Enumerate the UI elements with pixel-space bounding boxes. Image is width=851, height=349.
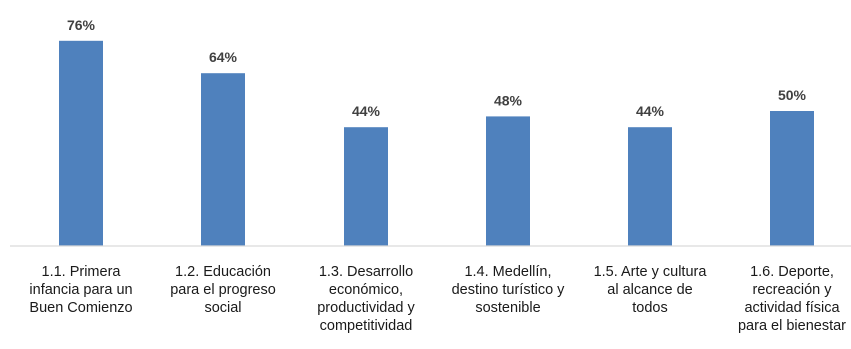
data-label: 50% [778,87,807,103]
category-tick-label: Buen Comienzo [29,300,132,316]
category-tick-label: para el bienestar [738,318,846,334]
category-tick-label: competitividad [320,318,413,334]
category-tick-label: 1.4. Medellín, [464,264,551,280]
category-tick-label: 1.2. Educación [175,264,271,280]
category-tick-label: destino turístico y [452,282,566,298]
data-label: 44% [352,103,381,119]
category-tick-label: sostenible [475,300,540,316]
category-tick-label: 1.3. Desarrollo [319,264,413,280]
category-tick-label: social [204,300,241,316]
category-tick-label: infancia para un [29,282,132,298]
bar [59,40,103,246]
bar [201,73,245,246]
category-tick-label: 1.5. Arte y cultura [594,264,708,280]
bars-group [59,40,814,247]
category-tick-label: todos [632,300,667,316]
bar [628,127,672,246]
data-label: 48% [494,92,523,108]
data-labels-group: 76% 64% 44% 48% 44% 50% [67,17,807,119]
bar [344,127,388,246]
bar [770,111,814,246]
data-label: 64% [209,49,238,65]
category-labels-group: 1.1. Primera infancia para un Buen Comienz… [29,264,846,334]
category-tick-label: al alcance de [607,282,692,298]
bar [486,116,530,247]
category-tick-label: económico, [329,282,403,298]
category-tick-label: para el progreso [170,282,276,298]
data-label: 44% [636,103,665,119]
category-tick-label: 1.1. Primera [42,264,122,280]
category-tick-label: productividad y [317,300,415,316]
category-tick-label: actividad física [744,300,840,316]
category-tick-label: 1.6. Deporte, [750,264,834,280]
data-label: 76% [67,17,96,33]
category-tick-label: recreación y [753,282,833,298]
